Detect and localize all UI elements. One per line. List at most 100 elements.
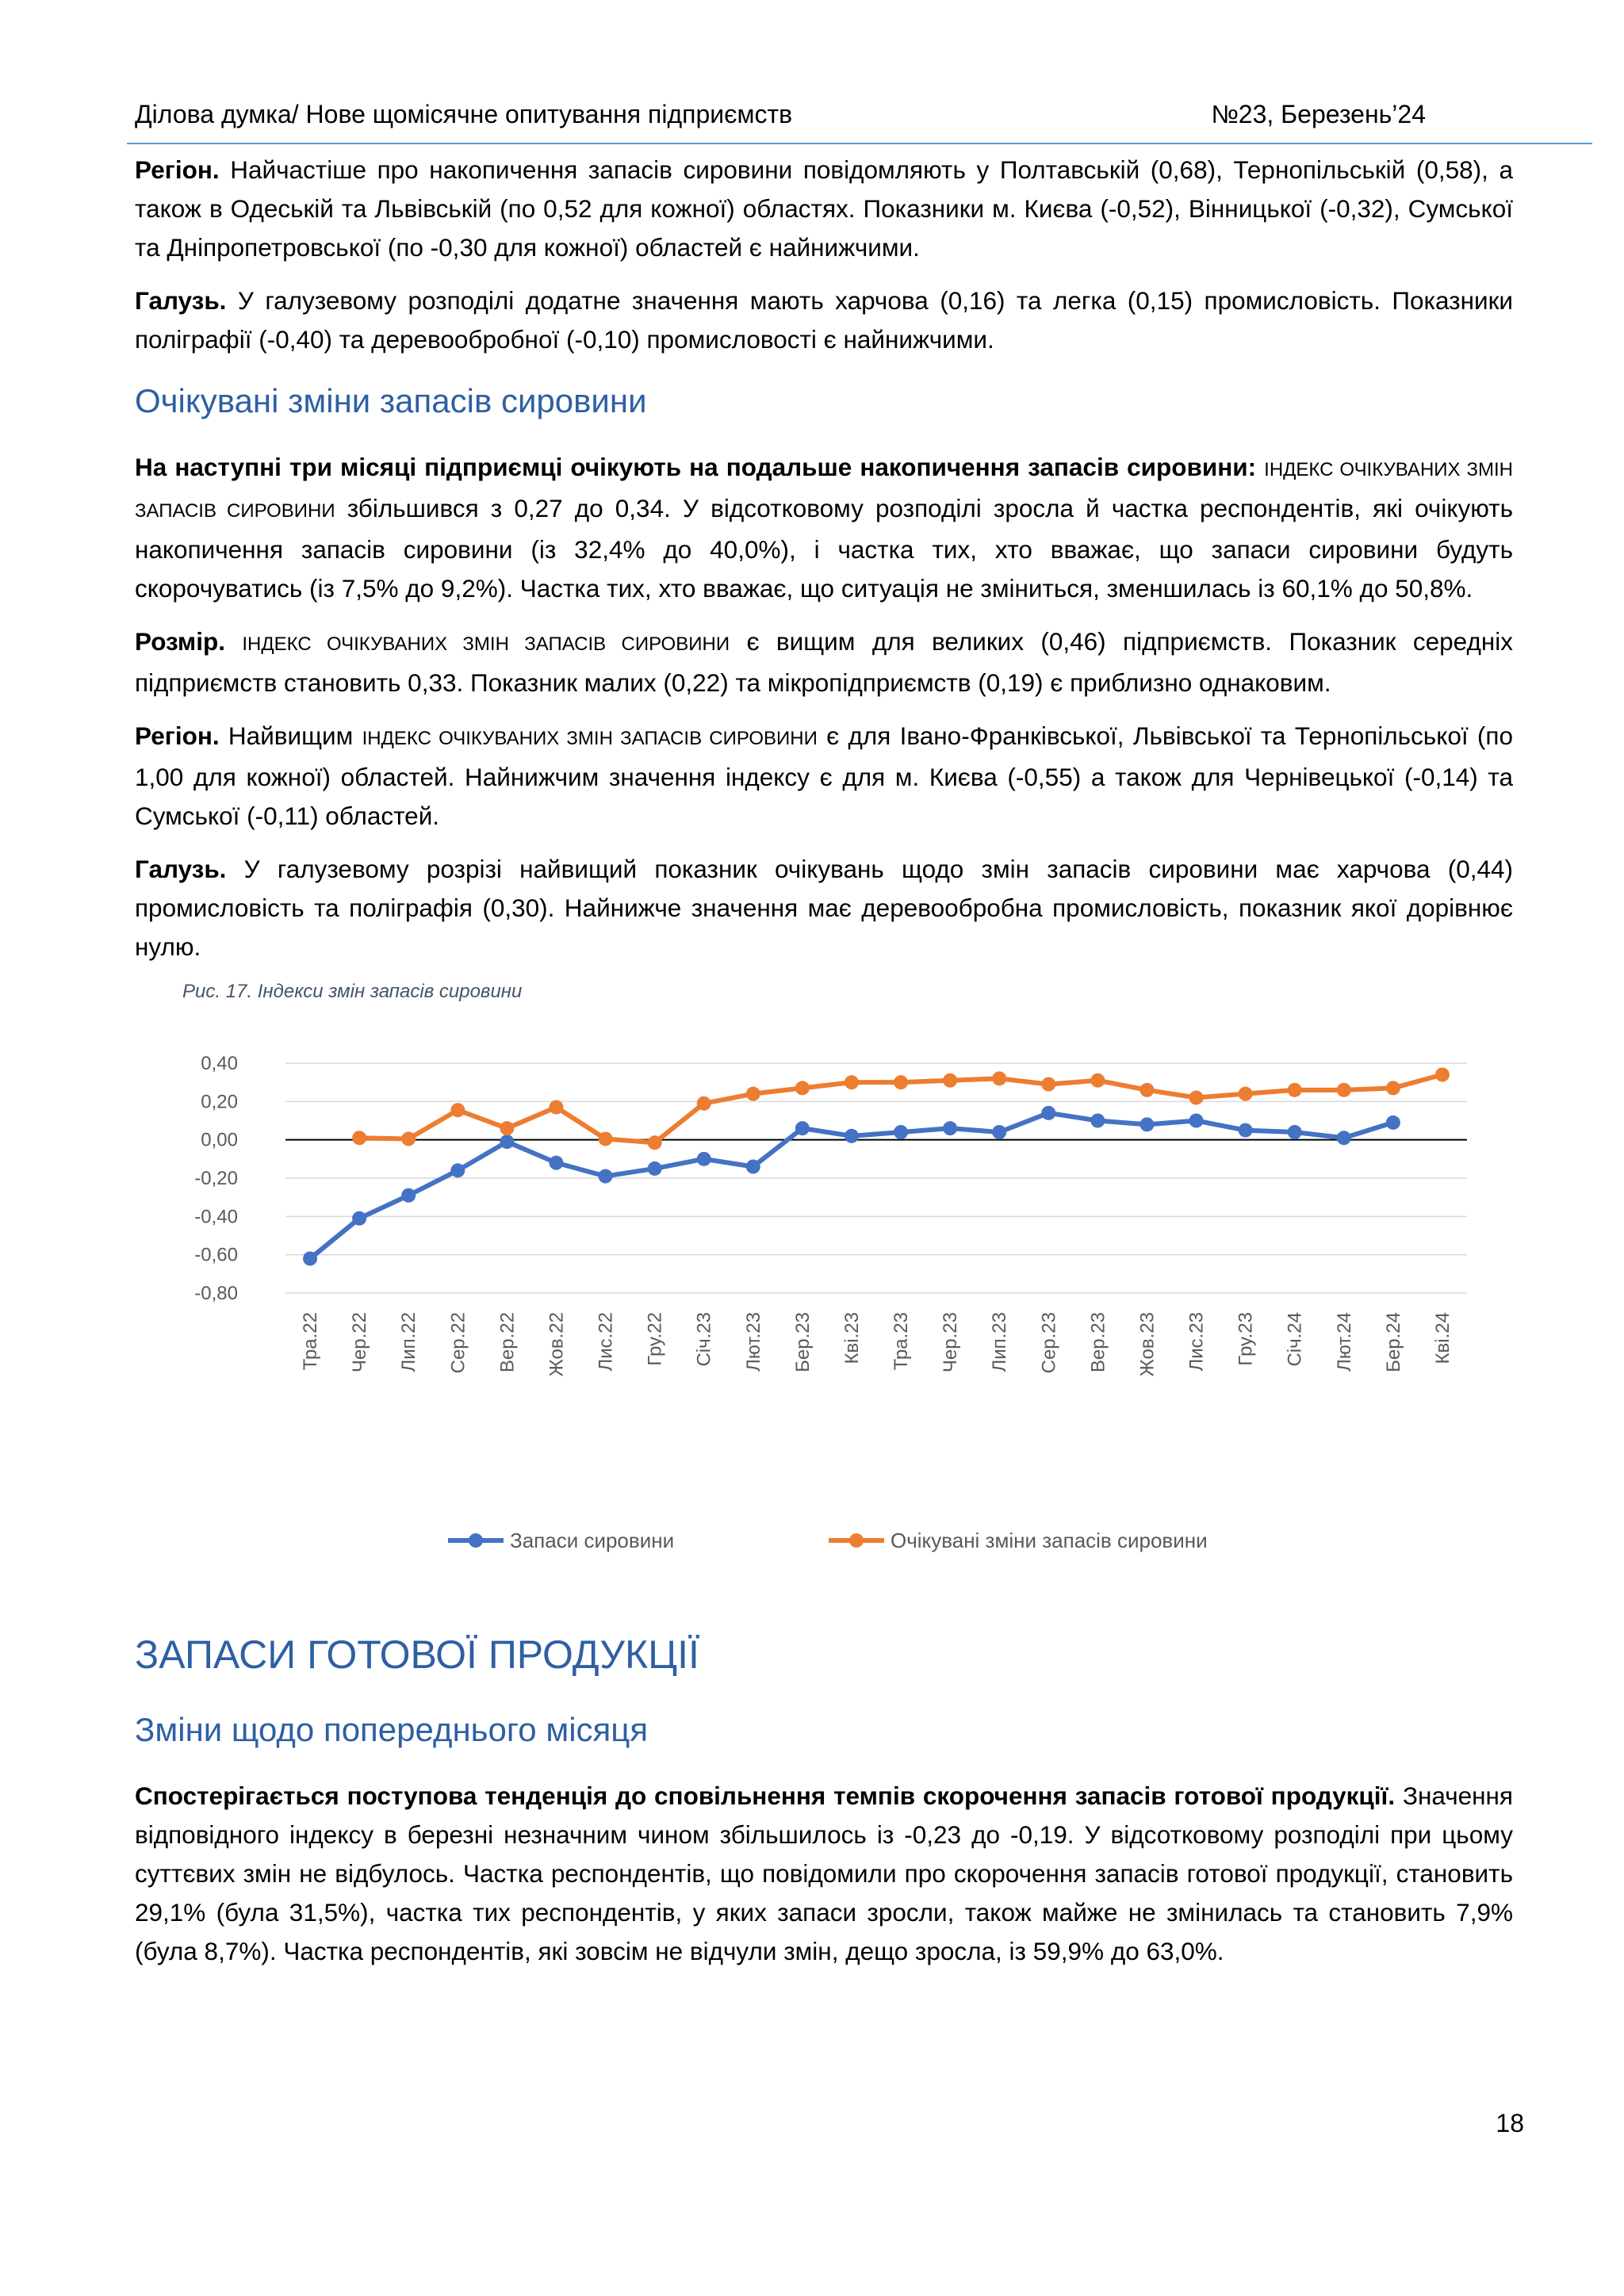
data-point: [1041, 1105, 1056, 1120]
data-point: [647, 1135, 662, 1150]
data-point: [647, 1161, 662, 1176]
lead-size: Розмір.: [135, 627, 225, 656]
x-tick-label: Тра.23: [891, 1312, 912, 1370]
y-tick-label: -0,20: [194, 1168, 238, 1189]
paragraph-industry-expected: Галузь. У галузевому розрізі найвищий по…: [135, 850, 1513, 966]
data-point: [549, 1100, 564, 1115]
data-point: [598, 1169, 613, 1184]
heading-prev-month: Зміни щодо попереднього місяця: [135, 1711, 649, 1748]
y-tick-label: -0,80: [194, 1283, 238, 1304]
x-tick-label: Лис.22: [596, 1312, 617, 1372]
x-tick-label: Лис.23: [1186, 1312, 1208, 1372]
data-point: [352, 1131, 367, 1146]
y-tick-label: -0,40: [194, 1206, 238, 1227]
data-point: [943, 1073, 958, 1088]
page-number: 18: [1496, 2109, 1524, 2137]
x-tick-label: Гру.22: [645, 1312, 666, 1366]
x-tick-label: Лип.22: [398, 1312, 419, 1372]
data-point: [696, 1151, 711, 1166]
paragraph-text: збільшився з 0,27 до 0,34. У відсотковом…: [135, 494, 1513, 603]
data-point: [1287, 1082, 1302, 1097]
data-point: [745, 1159, 760, 1174]
data-point: [500, 1121, 515, 1136]
x-tick-label: Чер.22: [349, 1312, 370, 1372]
y-tick-label: 0,40: [201, 1053, 238, 1074]
legend-label: Очікувані зміни запасів сировини: [891, 1529, 1208, 1552]
paragraph-text: Найчастіше про накопичення запасів сиров…: [135, 155, 1513, 262]
data-point: [745, 1086, 760, 1101]
data-point: [1336, 1082, 1351, 1097]
lead-region: Регіон.: [135, 721, 220, 750]
data-point: [1238, 1123, 1253, 1138]
index-term: індекс очікуваних змін запасів сировини: [135, 459, 1513, 522]
lead-industry: Галузь.: [135, 855, 227, 883]
paragraph-expectations: На наступні три місяці підприємці очікую…: [135, 448, 1513, 608]
paragraph-text: є для Івано-Франківської, Львівської та …: [135, 721, 1513, 830]
lead-expectations: На наступні три місяці підприємці очікую…: [135, 453, 1257, 481]
paragraph-region-expected: Регіон. Найвищим індекс очікуваних змін …: [135, 717, 1513, 836]
paragraph-text: У галузевому розподілі додатне значення …: [135, 286, 1513, 354]
legend-marker: [469, 1533, 483, 1548]
data-point: [992, 1071, 1007, 1086]
data-point: [1238, 1086, 1253, 1101]
y-tick-label: 0,00: [201, 1130, 238, 1151]
x-tick-label: Лют.24: [1334, 1312, 1355, 1372]
index-term: індекс очікуваних змін запасів сировини: [362, 728, 818, 749]
chart-canvas: 0,40 0,20 0,00 -0,20 -0,40 -0,60 -0,80 Тра.22 Че…: [194, 1053, 1467, 1552]
data-point: [1336, 1131, 1351, 1146]
data-point: [795, 1121, 810, 1136]
lead-trend: Спостерігається поступова тенденція до с…: [135, 1781, 1396, 1810]
data-point: [1385, 1115, 1400, 1130]
x-tick-label: Бер.23: [792, 1312, 814, 1372]
x-tick-label: Вер.22: [496, 1312, 518, 1372]
heading-expected-changes: Очікувані зміни запасів сировини: [135, 382, 647, 419]
data-point: [1189, 1090, 1204, 1105]
x-tick-label: Кві.24: [1432, 1312, 1454, 1364]
data-point: [696, 1096, 711, 1111]
x-tick-label: Лют.23: [743, 1312, 764, 1372]
paragraph-text: Найвищим: [219, 721, 362, 750]
paragraph-region-stocks: Регіон. Найчастіше про накопичення запас…: [135, 151, 1513, 267]
x-tick-label: Жов.22: [546, 1312, 567, 1376]
paragraph-text: є вищим для великих (0,46) підприємств. …: [135, 627, 1513, 697]
data-point: [1434, 1067, 1450, 1082]
data-point: [598, 1131, 613, 1146]
header-issue: №23, Березень’24: [1211, 100, 1426, 128]
data-point: [1385, 1081, 1400, 1096]
data-point: [549, 1155, 564, 1170]
data-point: [450, 1103, 465, 1118]
data-point: [401, 1188, 416, 1203]
y-tick-label: -0,60: [194, 1245, 238, 1266]
legend-marker: [849, 1533, 864, 1548]
x-tick-label: Січ.24: [1285, 1312, 1306, 1367]
x-tick-label: Бер.24: [1383, 1312, 1404, 1372]
data-point: [795, 1081, 810, 1096]
data-point: [844, 1075, 859, 1090]
x-tick-label: Кві.23: [841, 1312, 863, 1364]
data-point: [1139, 1082, 1155, 1097]
paragraph-finished-goods: Спостерігається поступова тенденція до с…: [135, 1777, 1513, 1971]
x-tick-label: Лип.23: [989, 1312, 1010, 1372]
data-point: [992, 1125, 1007, 1139]
data-point: [303, 1251, 318, 1266]
x-tick-label: Січ.23: [694, 1312, 715, 1367]
data-point: [1287, 1125, 1302, 1139]
index-term: індекс очікуваних змін запасів сировини: [242, 633, 730, 655]
legend-label: Запаси сировини: [510, 1529, 674, 1552]
header-title: Ділова думка/ Нове щомісячне опитування …: [135, 100, 793, 128]
data-point: [352, 1211, 367, 1226]
lead-region: Регіон.: [135, 155, 220, 184]
x-tick-label: Сер.22: [447, 1312, 469, 1373]
data-point: [1041, 1077, 1056, 1092]
x-tick-label: Чер.23: [940, 1312, 961, 1372]
x-tick-label: Сер.23: [1038, 1312, 1059, 1373]
x-tick-label: Тра.22: [300, 1312, 321, 1370]
data-point: [1090, 1113, 1105, 1128]
paragraph-size: Розмір. індекс очікуваних змін запасів с…: [135, 622, 1513, 702]
paragraph-text: Значення відповідного індексу в березні …: [135, 1781, 1513, 1965]
data-point: [943, 1121, 958, 1136]
x-tick-label: Жов.23: [1136, 1312, 1158, 1376]
header-divider: [127, 143, 1592, 144]
line-chart: 0,40 0,20 0,00 -0,20 -0,40 -0,60 -0,80 Тра.22 Че…: [135, 1014, 1513, 1593]
lead-industry: Галузь.: [135, 286, 227, 315]
